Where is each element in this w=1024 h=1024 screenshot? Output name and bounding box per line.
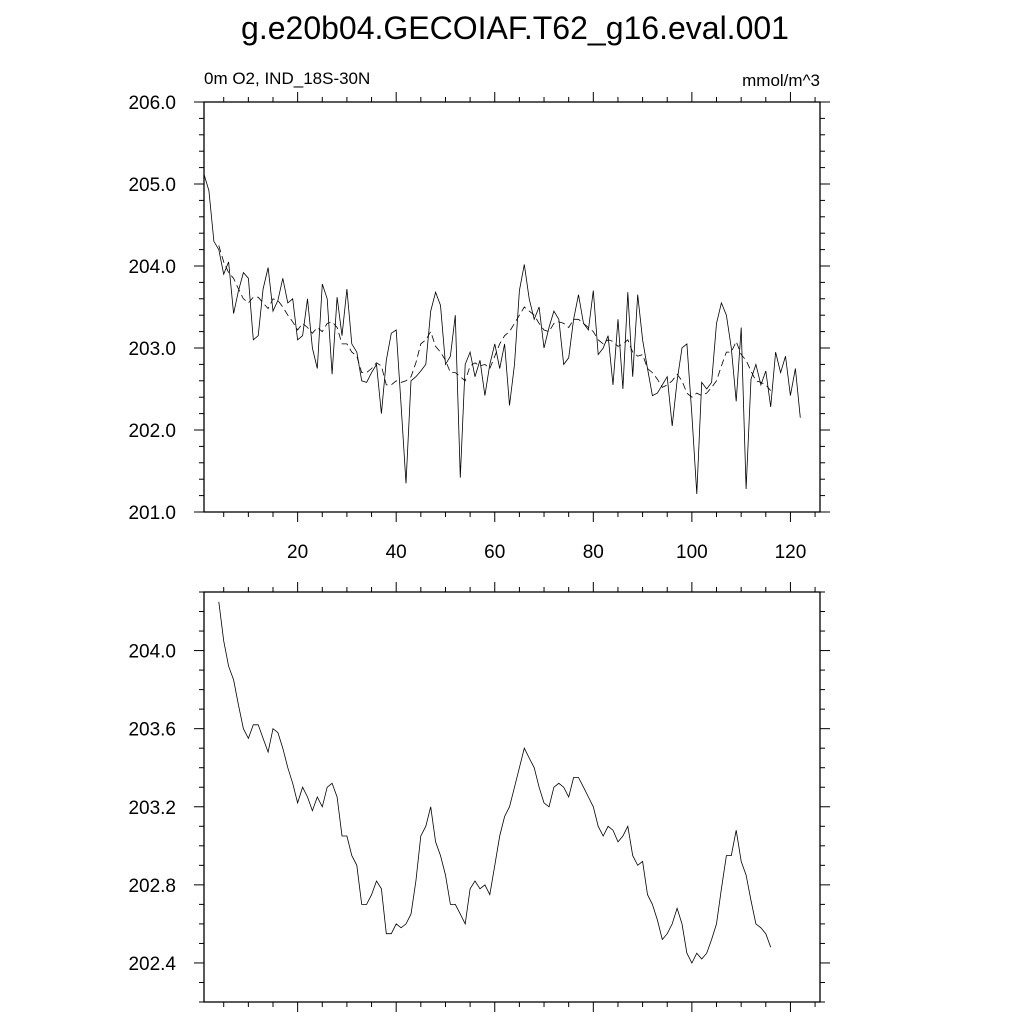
x-tick-label: 120	[775, 542, 807, 563]
y-tick-label: 204.0	[128, 642, 176, 663]
y-tick-label: 205.0	[128, 175, 176, 196]
y-tick-label: 203.0	[128, 339, 176, 360]
plot-frame	[203, 591, 821, 1003]
y-tick-label: 204.0	[128, 257, 176, 278]
series-line	[203, 174, 801, 495]
y-tick-label: 202.0	[128, 421, 176, 442]
x-tick-label: 100	[676, 542, 708, 563]
x-tick-label: 80	[583, 542, 604, 563]
y-tick-label: 201.0	[128, 503, 176, 524]
x-tick-label: 60	[484, 542, 505, 563]
running-mean-line	[218, 245, 772, 398]
y-tick-label: 206.0	[128, 93, 176, 114]
variable-region-label: 0m O2, IND_18S-30N	[204, 69, 370, 88]
y-tick-label: 203.2	[128, 798, 176, 819]
x-tick-label: 40	[386, 542, 407, 563]
y-tick-label: 202.8	[128, 876, 176, 897]
series-line	[218, 601, 772, 964]
top-panel: 20 40 60 80 100 120 201.0 202.0 203.0 204.0 205.0 2…	[128, 92, 830, 563]
y-tick-label: 202.4	[128, 954, 176, 975]
x-tick-label: 20	[287, 542, 308, 563]
bottom-panel: 202.4 202.8 203.2 203.6 204.0	[128, 582, 830, 1012]
units-label: mmol/m^3	[742, 71, 820, 90]
y-tick-label: 203.6	[128, 720, 176, 741]
figure-title: g.e20b04.GECOIAF.T62_g16.eval.001	[241, 10, 789, 46]
plot-frame	[203, 101, 821, 513]
